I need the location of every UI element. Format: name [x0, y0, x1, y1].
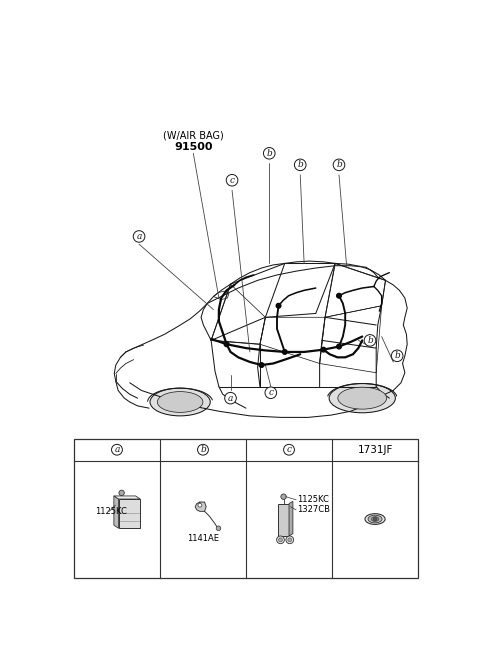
Circle shape [224, 342, 229, 346]
FancyBboxPatch shape [278, 504, 289, 536]
Circle shape [391, 350, 403, 362]
Text: c: c [268, 388, 273, 398]
Ellipse shape [371, 517, 379, 521]
Circle shape [133, 231, 145, 242]
Ellipse shape [338, 387, 387, 409]
Circle shape [373, 517, 377, 521]
Text: a: a [114, 445, 120, 454]
Circle shape [336, 345, 341, 349]
Text: b: b [266, 149, 272, 158]
Text: 1327CB: 1327CB [297, 505, 330, 514]
Circle shape [198, 444, 208, 455]
Circle shape [278, 538, 282, 542]
Text: (W/AIR BAG): (W/AIR BAG) [163, 130, 224, 140]
Circle shape [259, 363, 264, 367]
Ellipse shape [329, 384, 396, 413]
Text: b: b [394, 351, 400, 360]
Circle shape [276, 303, 281, 308]
Text: b: b [367, 336, 373, 345]
Text: a: a [136, 232, 142, 241]
Circle shape [265, 387, 276, 398]
Text: c: c [287, 445, 291, 454]
Circle shape [288, 538, 292, 542]
Bar [74, 439, 418, 578]
Circle shape [281, 494, 286, 499]
Circle shape [321, 347, 326, 352]
Circle shape [198, 503, 202, 507]
Text: 1731JF: 1731JF [357, 445, 393, 455]
Text: c: c [229, 176, 235, 185]
Text: a: a [228, 394, 233, 403]
Text: 1125KC: 1125KC [95, 507, 127, 516]
Circle shape [119, 490, 124, 496]
Text: 91500: 91500 [174, 141, 213, 152]
Circle shape [284, 444, 294, 455]
Ellipse shape [150, 388, 210, 416]
Ellipse shape [157, 392, 203, 413]
Circle shape [364, 335, 376, 346]
Circle shape [294, 159, 306, 170]
FancyBboxPatch shape [119, 499, 140, 529]
Circle shape [111, 444, 122, 455]
Circle shape [216, 526, 221, 531]
Circle shape [282, 350, 287, 354]
Ellipse shape [365, 514, 385, 525]
Circle shape [333, 159, 345, 170]
Circle shape [225, 392, 236, 404]
Polygon shape [195, 502, 206, 512]
Text: 1125KC: 1125KC [297, 495, 329, 504]
Polygon shape [114, 496, 140, 499]
Text: 1141AE: 1141AE [187, 534, 219, 543]
Circle shape [286, 536, 294, 544]
Polygon shape [114, 496, 119, 529]
Circle shape [226, 174, 238, 186]
Circle shape [336, 293, 341, 298]
Text: b: b [200, 445, 206, 454]
Polygon shape [289, 501, 293, 536]
Circle shape [276, 536, 284, 544]
Text: b: b [336, 160, 342, 170]
Circle shape [264, 147, 275, 159]
Text: b: b [298, 160, 303, 170]
Ellipse shape [368, 515, 382, 523]
